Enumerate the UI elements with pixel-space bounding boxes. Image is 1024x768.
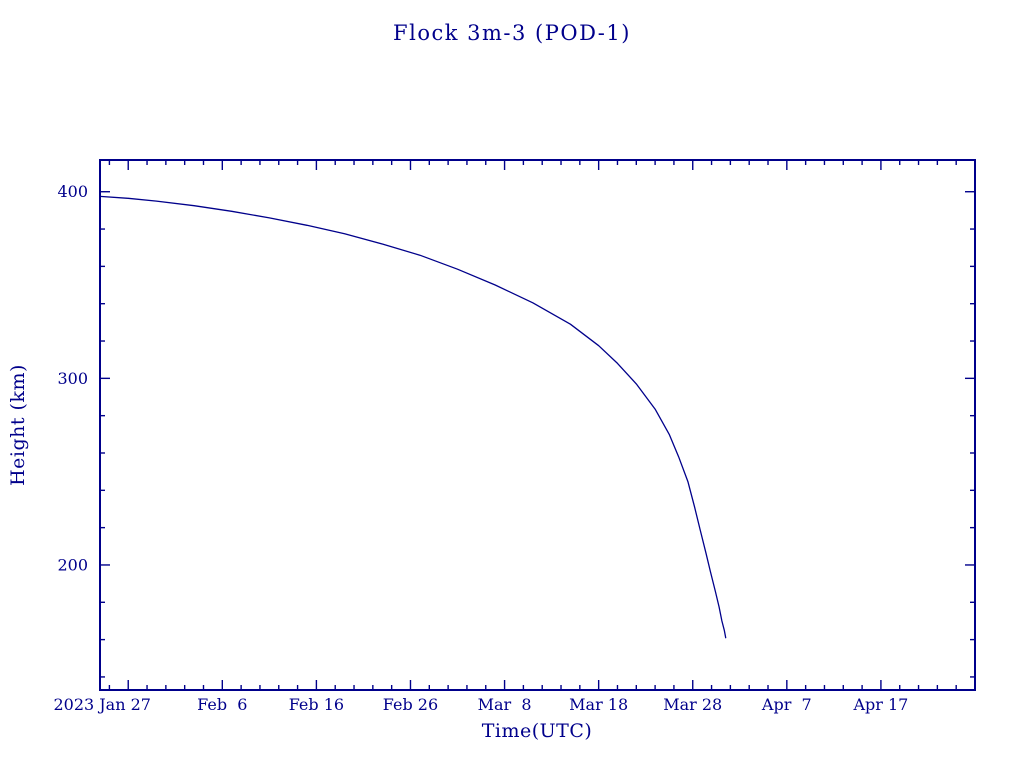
x-tick-label: Apr 7 (761, 695, 812, 714)
x-tick-label: Feb 16 (289, 695, 344, 714)
x-tick-label: Mar 28 (663, 695, 722, 714)
y-tick-label: 300 (57, 369, 88, 388)
y-tick-label: 200 (57, 555, 88, 574)
tick-marks (100, 160, 975, 690)
x-axis-label: Time(UTC) (482, 720, 593, 742)
y-tick-label: 400 (57, 182, 88, 201)
x-tick-label: Mar 8 (478, 695, 532, 714)
y-axis-label: Height (km) (7, 364, 29, 486)
x-tick-label: Feb 26 (383, 695, 438, 714)
x-tick-label: Feb 6 (197, 695, 247, 714)
x-tick-label: 2023 Jan 27 (53, 695, 151, 714)
x-tick-label: Apr 17 (852, 695, 908, 714)
axis-box (99, 159, 976, 691)
tick-labels: 2023 Jan 27 Feb 6 Feb 16 Feb 26 Mar 8 Mar 18 M… (53, 182, 908, 714)
chart-title: Flock 3m-3 (POD-1) (393, 21, 631, 45)
decay-curve (99, 195, 727, 639)
x-tick-label: Mar 18 (569, 695, 628, 714)
